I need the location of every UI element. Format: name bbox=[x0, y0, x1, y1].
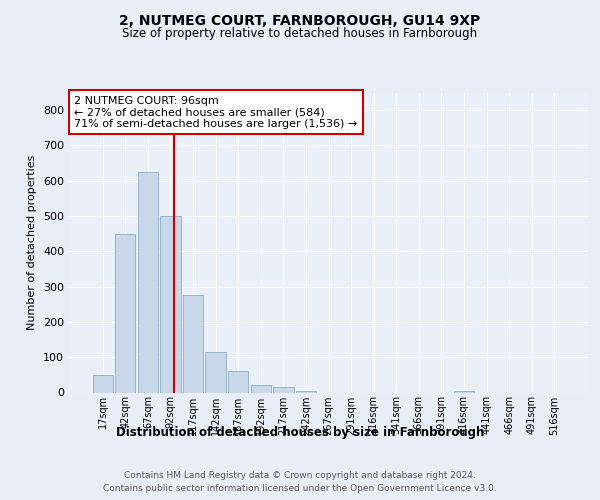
Y-axis label: Number of detached properties: Number of detached properties bbox=[28, 155, 37, 330]
Bar bbox=[160, 216, 181, 392]
Text: Size of property relative to detached houses in Farnborough: Size of property relative to detached ho… bbox=[122, 27, 478, 40]
Bar bbox=[296, 390, 316, 392]
Bar bbox=[138, 172, 158, 392]
Text: Contains public sector information licensed under the Open Government Licence v3: Contains public sector information licen… bbox=[103, 484, 497, 493]
Bar bbox=[454, 390, 474, 392]
Bar bbox=[251, 386, 271, 392]
Text: 2 NUTMEG COURT: 96sqm
← 27% of detached houses are smaller (584)
71% of semi-det: 2 NUTMEG COURT: 96sqm ← 27% of detached … bbox=[74, 96, 358, 128]
Text: Distribution of detached houses by size in Farnborough: Distribution of detached houses by size … bbox=[116, 426, 484, 439]
Bar bbox=[273, 387, 293, 392]
Bar bbox=[205, 352, 226, 393]
Bar bbox=[115, 234, 136, 392]
Text: Contains HM Land Registry data © Crown copyright and database right 2024.: Contains HM Land Registry data © Crown c… bbox=[124, 471, 476, 480]
Bar bbox=[183, 296, 203, 392]
Text: 2, NUTMEG COURT, FARNBOROUGH, GU14 9XP: 2, NUTMEG COURT, FARNBOROUGH, GU14 9XP bbox=[119, 14, 481, 28]
Bar bbox=[228, 372, 248, 392]
Bar bbox=[92, 375, 113, 392]
